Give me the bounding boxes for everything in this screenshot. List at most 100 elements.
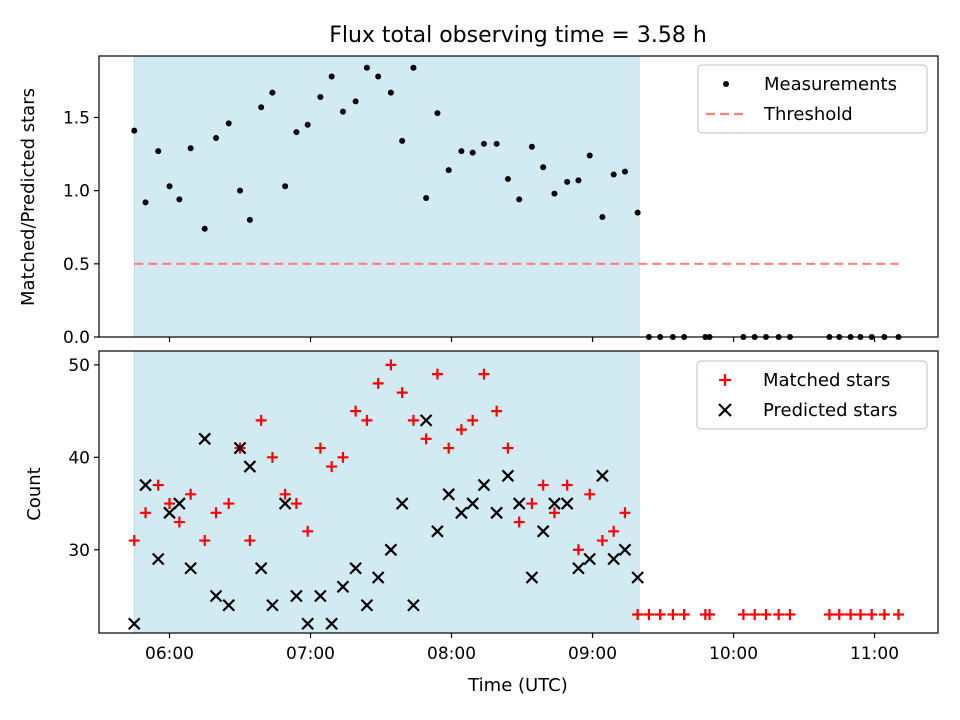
series-predicted-stars <box>127 414 644 631</box>
data-point <box>225 120 232 127</box>
data-point <box>477 478 491 492</box>
data-point <box>525 571 539 584</box>
data-point <box>631 571 644 584</box>
data-point <box>516 196 523 203</box>
data-point <box>396 387 408 399</box>
x-tick-label: 08:00 <box>427 644 476 664</box>
data-point <box>293 129 300 136</box>
data-point <box>575 177 582 184</box>
data-point <box>442 488 455 501</box>
data-point <box>608 525 620 537</box>
legend-label: Threshold <box>763 104 853 125</box>
data-point <box>536 525 550 538</box>
y-tick-label: 1.0 <box>63 182 90 202</box>
data-point <box>140 507 152 519</box>
data-point <box>173 516 185 528</box>
data-point <box>823 609 835 621</box>
data-point <box>537 479 549 491</box>
data-point <box>326 461 338 473</box>
bottom-panel: 30 40 50 06:00 07:00 08:00 09:00 10:00 11:00 Coun… <box>24 350 939 696</box>
data-point <box>478 368 490 380</box>
data-point <box>290 589 303 603</box>
data-point <box>667 609 679 621</box>
data-point <box>290 498 302 510</box>
data-point <box>564 178 571 185</box>
data-point <box>410 64 417 71</box>
data-point <box>164 498 176 510</box>
legend-label: Measurements <box>764 74 897 95</box>
legend-box <box>697 64 928 134</box>
data-point <box>131 127 138 134</box>
legend-entry: Threshold <box>706 104 853 125</box>
data-point <box>893 609 905 621</box>
data-point <box>445 167 452 174</box>
data-point <box>584 488 596 500</box>
data-point <box>199 535 211 547</box>
data-point <box>142 199 149 206</box>
data-point <box>632 609 644 621</box>
x-axis-label: Time (UTC) <box>467 675 568 696</box>
data-point <box>502 442 514 454</box>
data-point <box>184 562 197 575</box>
data-point <box>583 552 596 566</box>
y-tick-label: 50 <box>68 356 90 376</box>
data-point <box>596 535 608 547</box>
data-point <box>209 589 223 603</box>
data-point <box>350 405 362 417</box>
data-point <box>572 562 585 575</box>
data-point <box>387 89 394 96</box>
data-point <box>704 609 716 621</box>
x-tick-label: 10:00 <box>709 644 758 664</box>
data-point <box>328 73 335 80</box>
data-point <box>269 89 276 96</box>
data-point <box>455 424 467 436</box>
data-point <box>187 145 194 152</box>
data-point <box>431 525 444 538</box>
legend-marker <box>718 403 732 417</box>
data-point <box>643 609 655 621</box>
data-point <box>384 543 398 557</box>
data-point <box>233 441 247 455</box>
data-point <box>301 617 314 631</box>
data-point <box>237 187 244 194</box>
data-point <box>607 552 620 566</box>
data-point <box>336 580 350 594</box>
data-point <box>361 414 373 426</box>
data-point <box>337 451 349 463</box>
data-point <box>375 73 382 80</box>
data-point <box>282 183 289 190</box>
data-point <box>784 609 796 621</box>
data-point <box>610 171 617 178</box>
data-point <box>443 442 455 454</box>
data-point <box>176 196 183 203</box>
data-point <box>314 589 327 603</box>
data-point <box>490 506 503 520</box>
data-point <box>561 479 573 491</box>
data-point <box>419 414 433 427</box>
legend-entry: Predicted stars <box>718 400 897 421</box>
data-point <box>833 609 845 621</box>
data-point <box>501 469 515 483</box>
data-point <box>258 104 265 111</box>
data-point <box>198 432 212 446</box>
data-point <box>480 140 487 147</box>
data-point <box>854 609 866 621</box>
data-point <box>493 140 500 147</box>
data-point <box>255 414 267 426</box>
x-tick-label: 09:00 <box>568 644 617 664</box>
observing-window-shading <box>133 350 640 634</box>
y-axis-label: Matched/Predicted stars <box>18 88 39 306</box>
legend-entry: Matched stars <box>719 370 890 391</box>
y-tick-label: 1.5 <box>63 108 90 128</box>
data-point <box>210 507 222 519</box>
data-point <box>222 598 236 612</box>
data-point <box>213 134 220 141</box>
data-point <box>399 137 406 144</box>
data-point <box>385 359 397 371</box>
data-point <box>407 598 420 612</box>
data-point <box>491 405 503 417</box>
data-point <box>773 609 785 621</box>
data-point <box>599 213 606 220</box>
data-point <box>166 183 173 190</box>
data-point <box>325 617 338 631</box>
